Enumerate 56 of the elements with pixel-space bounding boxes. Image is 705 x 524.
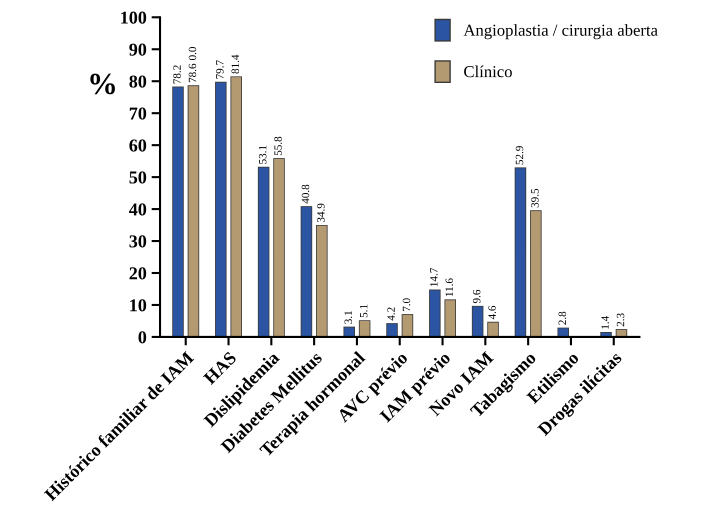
data-label: 2.8 bbox=[558, 312, 566, 325]
bar bbox=[343, 326, 355, 337]
data-label: 7.0 bbox=[402, 298, 410, 312]
bar bbox=[514, 167, 526, 337]
bar bbox=[429, 290, 441, 337]
bar bbox=[215, 82, 227, 337]
y-tick-label: 80 bbox=[129, 75, 146, 88]
data-label: 3.1 bbox=[344, 311, 352, 324]
legend-label: Clínico bbox=[464, 66, 512, 78]
y-tick-label: 30 bbox=[129, 235, 146, 248]
data-label: 40.8 bbox=[302, 184, 310, 204]
bar bbox=[188, 85, 200, 337]
data-label: 39.5 bbox=[531, 188, 539, 208]
y-tick-label: 50 bbox=[130, 171, 146, 184]
data-label: 4.6 bbox=[488, 306, 496, 320]
y-tick-label: 90 bbox=[129, 44, 146, 56]
bar bbox=[487, 322, 499, 337]
bar bbox=[172, 86, 184, 337]
data-label: 1.4 bbox=[601, 316, 609, 329]
data-label: 4.2 bbox=[387, 307, 395, 321]
data-label: 53.1 bbox=[258, 146, 266, 164]
y-tick-label: 0 bbox=[138, 331, 146, 344]
y-tick-label: 70 bbox=[130, 107, 146, 120]
bar bbox=[358, 320, 370, 337]
bar bbox=[530, 210, 542, 337]
data-label: 52.9 bbox=[516, 146, 524, 164]
bar bbox=[616, 329, 628, 337]
data-label: 34.9 bbox=[317, 204, 325, 222]
data-label: 55.8 bbox=[274, 136, 282, 156]
data-label: 2.3 bbox=[616, 313, 624, 326]
bar bbox=[258, 166, 270, 337]
bar bbox=[444, 299, 456, 337]
y-tick-label: 10 bbox=[130, 299, 146, 312]
y-axis-title: % bbox=[90, 74, 115, 94]
y-tick-label: 20 bbox=[130, 267, 146, 280]
bar bbox=[273, 158, 285, 337]
data-label: 14.7 bbox=[430, 268, 438, 286]
annotation: 0.0 bbox=[188, 46, 196, 60]
y-tick-label: 40 bbox=[129, 203, 146, 216]
bar bbox=[316, 224, 328, 337]
data-label: 79.7 bbox=[216, 60, 224, 79]
data-label: 81.4 bbox=[232, 54, 240, 74]
bar bbox=[472, 306, 484, 337]
data-label: 78.6 bbox=[188, 64, 196, 82]
data-label: 11.6 bbox=[446, 278, 454, 296]
data-label: 9.6 bbox=[472, 290, 480, 304]
bar bbox=[557, 328, 570, 337]
y-tick-label: 100 bbox=[121, 12, 146, 24]
legend-label: Angioplastia / cirurgia aberta bbox=[464, 24, 658, 40]
data-label: 5.1 bbox=[360, 304, 368, 318]
data-label: 78.2 bbox=[173, 65, 181, 84]
bar bbox=[402, 314, 414, 337]
bar bbox=[300, 206, 312, 337]
bar bbox=[386, 323, 398, 337]
y-tick-label: 60 bbox=[129, 139, 146, 152]
bar bbox=[230, 76, 242, 337]
